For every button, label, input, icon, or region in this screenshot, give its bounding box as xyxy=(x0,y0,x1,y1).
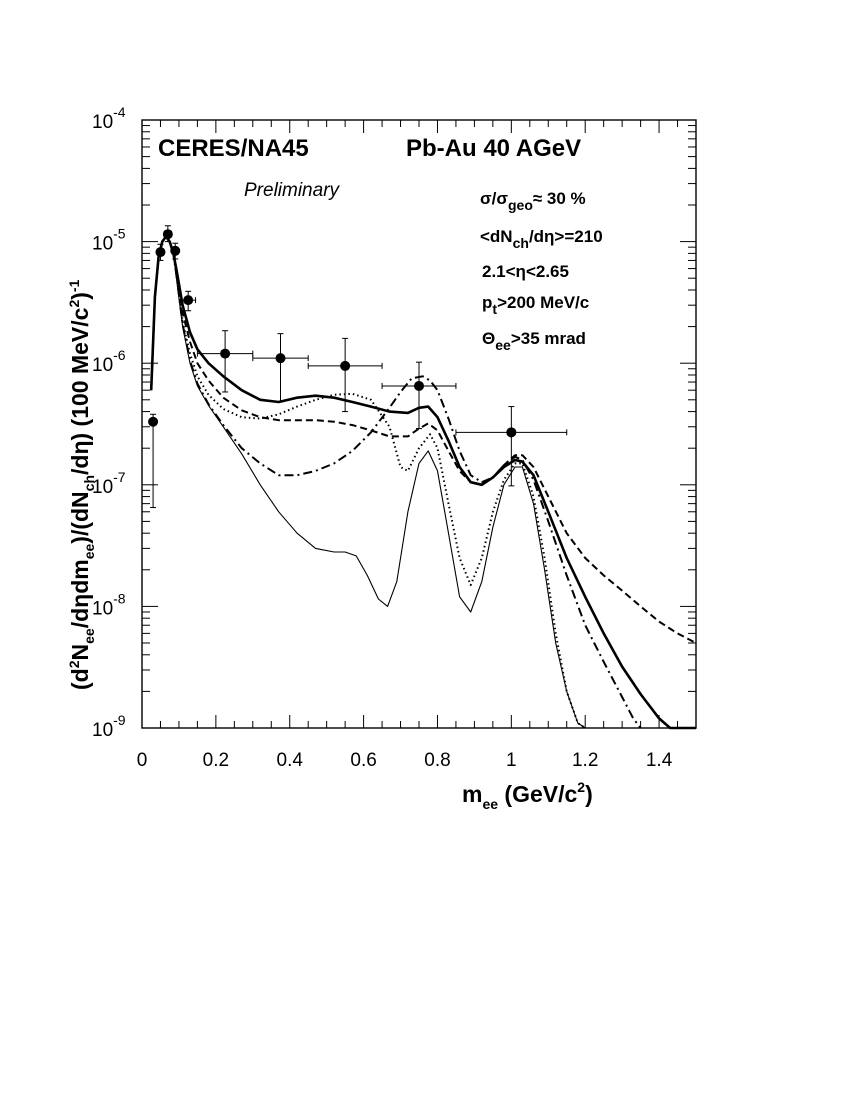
y-tick-base: 10 xyxy=(92,720,113,741)
data-point xyxy=(506,427,517,438)
y-tick-base: 10 xyxy=(92,112,113,133)
series-model-dotted xyxy=(150,235,586,729)
chart-title-right: Pb-Au 40 AGeV xyxy=(406,135,581,162)
y-tick-exponent: -4 xyxy=(113,104,126,120)
x-tick-label: 1.4 xyxy=(646,750,673,771)
data-point xyxy=(183,295,194,306)
y-tick-label: 10-7 xyxy=(92,469,126,498)
y-tick-label: 10-5 xyxy=(92,226,126,255)
annotation-centrality: σ/σgeo≈ 30 % xyxy=(480,189,586,213)
x-tick-label: 1 xyxy=(506,750,517,771)
data-point xyxy=(275,353,286,364)
model-curves xyxy=(149,235,697,730)
y-tick-exponent: -5 xyxy=(113,226,126,242)
chart-title-left: CERES/NA45 xyxy=(158,135,309,162)
data-point xyxy=(414,380,424,391)
y-tick-label: 10-4 xyxy=(92,104,126,133)
y-axis-label: (d2Nee/dηdmee)/(dNch/dη) (100 MeV/c2)-1 xyxy=(66,279,97,690)
annotation-multiplicity: <dNch/dη>=210 xyxy=(480,227,603,251)
x-tick-label: 0.6 xyxy=(350,750,376,771)
annotation-angle-cut: Θee>35 mrad xyxy=(482,329,586,353)
y-tick-exponent: -7 xyxy=(113,469,126,485)
y-tick-base: 10 xyxy=(92,234,113,255)
data-point xyxy=(340,360,351,371)
annotation-eta-range: 2.1<η<2.65 xyxy=(482,262,569,281)
y-tick-exponent: -9 xyxy=(113,712,126,728)
data-point xyxy=(148,416,159,427)
data-point xyxy=(155,247,166,258)
data-points xyxy=(148,225,568,509)
y-tick-label: 10-6 xyxy=(92,347,126,376)
x-axis-label: mee (GeV/c2) xyxy=(462,779,593,812)
data-point xyxy=(162,229,173,240)
annotation-pt-cut: pt>200 MeV/c xyxy=(482,293,589,317)
series-model-dashed xyxy=(150,235,697,644)
data-point xyxy=(170,245,181,256)
y-tick-base: 10 xyxy=(92,598,113,619)
x-tick-label: 0.8 xyxy=(424,750,450,771)
x-tick-label: 0.4 xyxy=(277,750,304,771)
y-tick-label: 10-8 xyxy=(92,590,126,619)
y-axis-ticks: 10-910-810-710-610-510-4 xyxy=(92,104,696,741)
x-axis-ticks: 0 0.2 0.4 0.6 0.8 1 1.2 1.4 xyxy=(137,120,697,771)
x-tick-label: 0.2 xyxy=(203,750,229,771)
y-tick-label: 10-9 xyxy=(92,712,126,741)
y-tick-base: 10 xyxy=(92,355,113,376)
x-tick-label: 0 xyxy=(137,750,148,771)
preliminary-label: Preliminary xyxy=(244,180,341,201)
data-point xyxy=(220,348,231,359)
x-tick-label: 1.2 xyxy=(572,750,598,771)
y-tick-base: 10 xyxy=(92,477,113,498)
y-tick-exponent: -8 xyxy=(113,590,126,606)
y-tick-exponent: -6 xyxy=(113,347,126,363)
series-model-thick-solid xyxy=(149,235,696,730)
